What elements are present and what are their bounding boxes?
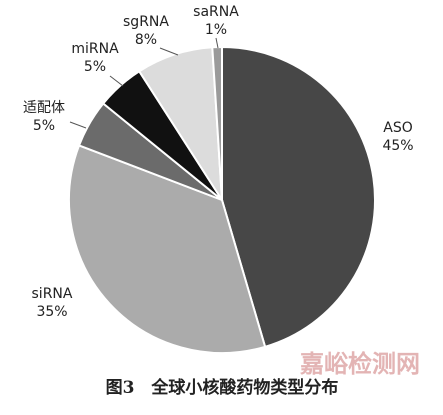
pie-slice: [68, 144, 267, 354]
leader-line: [215, 37, 219, 49]
chart-title: 图3 全球小核酸药物类型分布: [106, 377, 339, 398]
leader-line: [69, 121, 87, 129]
slice-value-label: 5%: [84, 59, 106, 75]
pie-slice: [211, 45, 223, 201]
slice-value-label: 5%: [33, 118, 55, 134]
slice-value-label: 1%: [205, 22, 227, 38]
slice-label: ASO: [383, 120, 412, 136]
slice-label: siRNA: [32, 286, 73, 302]
leader-lines: [69, 37, 219, 129]
slice-label: saRNA: [193, 4, 239, 20]
slice-value-label: 45%: [382, 138, 413, 154]
pie-slice: [221, 45, 376, 349]
slice-label: sgRNA: [123, 14, 169, 30]
slice-value-label: 35%: [36, 304, 67, 320]
slice-label: miRNA: [71, 41, 119, 57]
slice-label: 适配体: [23, 100, 65, 116]
slice-value-label: 8%: [135, 32, 157, 48]
watermark: 嘉峪检测网: [300, 350, 420, 378]
leader-line: [109, 75, 124, 87]
leader-line: [159, 47, 179, 56]
